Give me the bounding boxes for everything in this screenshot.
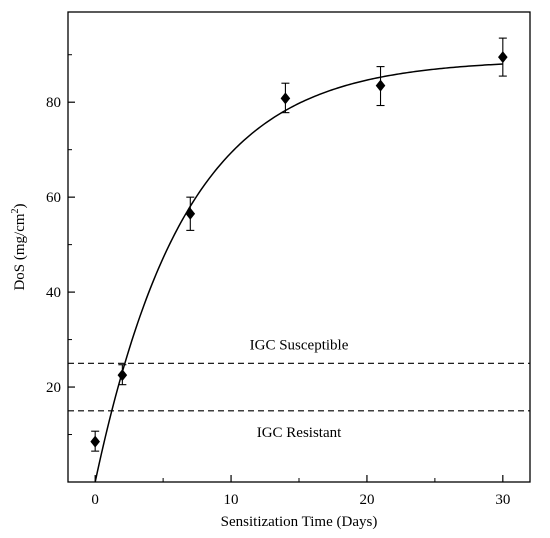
y-tick-label: 80 (46, 95, 61, 111)
data-point (375, 79, 386, 92)
data-point (117, 369, 128, 382)
data-point (280, 92, 291, 105)
data-point (498, 51, 508, 64)
reference-label: IGC Resistant (257, 425, 342, 441)
y-tick-label: 40 (46, 285, 61, 301)
reference-label: IGC Susceptible (250, 337, 349, 353)
tick-layer: 0 10 20 30 20 40 60 80 (46, 54, 510, 508)
reference-lines: IGC Susceptible IGC Resistant (68, 337, 530, 441)
data-point (185, 207, 196, 220)
x-tick-label: 30 (495, 492, 510, 508)
y-axis-label-main: DoS (mg/cm (12, 213, 28, 290)
data-marks (90, 37, 508, 452)
y-axis-label: DoS (mg/cm2) (10, 203, 28, 290)
x-tick-label: 20 (359, 492, 374, 508)
fit-curve (94, 63, 503, 483)
plot-frame (67, 11, 531, 483)
x-axis-label: Sensitization Time (Days) (221, 514, 378, 530)
y-axis-label-close: ) (12, 203, 28, 208)
data-point (90, 435, 100, 448)
y-tick-label: 20 (46, 380, 61, 396)
y-tick-label: 60 (46, 190, 61, 206)
y-axis-label-superscript: 2 (10, 208, 21, 213)
x-tick-label: 10 (224, 492, 239, 508)
x-tick-label: 0 (91, 492, 99, 508)
